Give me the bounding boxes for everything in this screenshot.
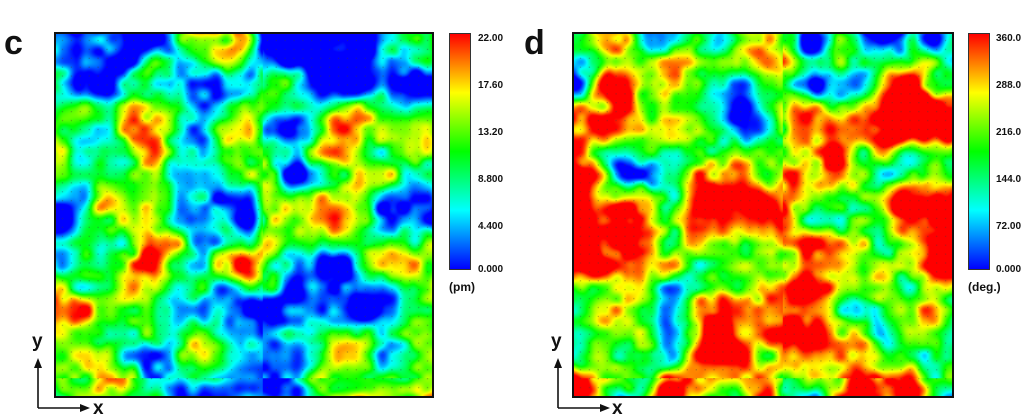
colorbar-d-tick: 216.0 — [996, 127, 1022, 138]
heatmap-c — [54, 32, 434, 398]
x-axis-label-c: x — [93, 398, 104, 419]
colorbar-c-tick: 8.800 — [478, 174, 504, 185]
x-arrow-head-d — [600, 404, 610, 412]
panel-letter-c: c — [4, 24, 23, 62]
panel-letter-d: d — [524, 24, 545, 62]
colorbar-c-unit: (pm) — [449, 280, 475, 294]
colorbar-c-tick: 4.400 — [478, 221, 504, 232]
colorbar-c — [449, 33, 471, 270]
y-axis-label-d: y — [551, 331, 562, 352]
colorbar-d-unit: (deg.) — [968, 280, 1001, 294]
heatmap-d — [572, 32, 954, 398]
colorbar-c-tick: 13.20 — [478, 127, 504, 138]
colorbar-d-tick: 0.000 — [996, 264, 1022, 275]
axes-arrows-c — [34, 358, 90, 412]
y-axis-label-c: y — [32, 331, 43, 352]
colorbar-d-tick: 288.0 — [996, 80, 1022, 91]
heatmap-c-canvas — [56, 34, 432, 396]
y-arrow-head-d — [554, 358, 562, 368]
x-arrow-head-c — [80, 404, 90, 412]
colorbar-c-tick: 22.00 — [478, 33, 504, 44]
y-arrow-head-c — [34, 358, 42, 368]
colorbar-c-tick: 0.000 — [478, 264, 504, 275]
colorbar-d-tick: 360.0 — [996, 33, 1022, 44]
colorbar-d-tick: 72.00 — [996, 221, 1022, 232]
heatmap-d-canvas — [574, 34, 952, 396]
x-axis-label-d: x — [612, 398, 623, 419]
colorbar-d — [968, 33, 990, 270]
colorbar-d-tick: 144.0 — [996, 174, 1022, 185]
colorbar-c-tick: 17.60 — [478, 80, 504, 91]
axes-arrows-d — [554, 358, 610, 412]
